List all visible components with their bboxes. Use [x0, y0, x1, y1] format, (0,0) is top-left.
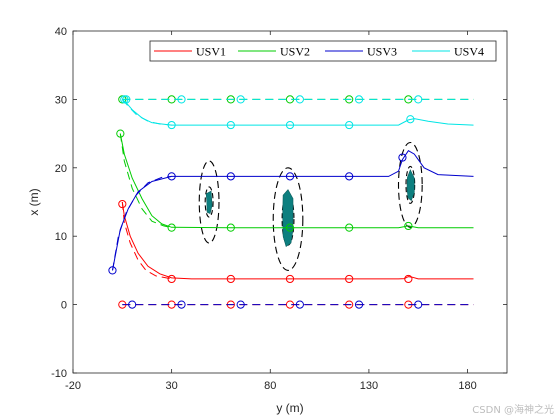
usv3-trajectory-marker-2: [167, 172, 176, 181]
usv1-reference-approach: [121, 201, 172, 280]
usv3-trajectory-marker-6: [398, 153, 407, 162]
usv1-trajectory-marker-6: [404, 274, 413, 284]
usv3-trajectory-marker-5: [345, 172, 354, 181]
obstacle-body-2: [282, 189, 294, 247]
usv4-trajectory-marker-6: [406, 115, 415, 124]
usv1-trajectory-marker-5: [345, 274, 354, 284]
y-tick-label: -10: [51, 368, 67, 380]
x-tick-label: 80: [264, 380, 276, 392]
usv3-reference-marker-5: [354, 300, 364, 309]
usv3-trajectory: [112, 150, 474, 271]
series-layer: [108, 95, 474, 309]
usv4-trajectory: [121, 99, 474, 126]
usv1-trajectory-marker-1: [118, 199, 127, 209]
usv4-reference-marker-5: [354, 95, 364, 104]
legend-box: [149, 40, 497, 62]
usv1-trajectory-marker-2: [167, 274, 176, 284]
obstacle-boundary-1: [204, 186, 214, 218]
usv1-trajectory-marker-3: [226, 274, 235, 284]
legend-label-usv2: USV2: [280, 45, 310, 59]
x-tick-label: 130: [360, 380, 378, 392]
legend-label-usv3: USV3: [367, 45, 397, 59]
obstacles-layer: [198, 141, 423, 271]
y-tick-label: 0: [61, 300, 67, 312]
usv3-reference-marker-3: [236, 300, 245, 309]
usv3-reference-marker-6: [414, 300, 423, 309]
usv1-trajectory-marker-4: [285, 274, 295, 284]
obstacle-safety-ellipse-3: [397, 141, 423, 228]
axes-box: [72, 30, 508, 374]
usv3-reference-marker-2: [177, 300, 186, 309]
legend-label-usv4: USV4: [454, 45, 484, 59]
usv3-reference-marker-1: [128, 300, 137, 309]
usv4-reference-marker-1: [122, 95, 131, 104]
usv2-trajectory-marker-2: [167, 223, 176, 232]
legend-label-usv1: USV1: [196, 45, 226, 59]
x-axis-label: y (m): [276, 401, 303, 415]
usv4-reference-marker-4: [295, 95, 304, 104]
usv4-reference-marker-3: [236, 95, 245, 104]
usv2-trajectory: [119, 133, 474, 229]
usv2-reference-approach: [119, 133, 172, 229]
usv2-trajectory-marker-4: [285, 223, 295, 232]
x-tick-label: 30: [166, 380, 178, 392]
watermark: CSDN @海神之光: [472, 405, 554, 416]
usv2-trajectory-marker-6: [404, 221, 413, 231]
usv4-trajectory-marker-2: [167, 120, 176, 130]
x-tick-label: -20: [65, 380, 81, 392]
usv3-trajectory-marker-1: [108, 266, 117, 275]
usv3-trajectory-marker-4: [285, 172, 295, 181]
ticks-layer: -20 30 80 130 180 -10 0 10 20 30 40: [51, 26, 507, 392]
usv4-reference-marker-2: [177, 95, 186, 104]
y-tick-label: 20: [55, 163, 67, 175]
obstacle-body-1: [205, 190, 213, 215]
usv3-trajectory-marker-3: [226, 172, 235, 181]
usv4-trajectory-marker-5: [345, 120, 354, 130]
usv2-trajectory-marker-5: [345, 223, 354, 232]
y-axis-label: x (m): [27, 188, 41, 215]
usv4-trajectory-marker-3: [226, 120, 235, 130]
usv4-trajectory-marker-1: [120, 95, 129, 104]
usv3-reference-marker-4: [295, 300, 304, 309]
obstacle-body-3: [406, 169, 415, 202]
obstacle-safety-ellipse-2: [272, 167, 304, 271]
y-tick-label: 30: [55, 94, 67, 106]
x-tick-label: 180: [458, 380, 476, 392]
usv4-trajectory-marker-4: [285, 120, 295, 130]
usv1-trajectory: [121, 201, 474, 280]
obstacle-safety-ellipse-1: [198, 160, 220, 244]
usv2-trajectory-marker-3: [226, 223, 235, 232]
y-tick-label: 10: [55, 231, 67, 243]
obstacle-boundary-3: [405, 165, 416, 204]
usv2-trajectory-marker-1: [116, 129, 125, 138]
y-tick-label: 40: [55, 26, 67, 38]
usv4-reference-marker-6: [414, 95, 423, 104]
legend: USV1 USV2 USV3 USV4: [149, 40, 497, 62]
